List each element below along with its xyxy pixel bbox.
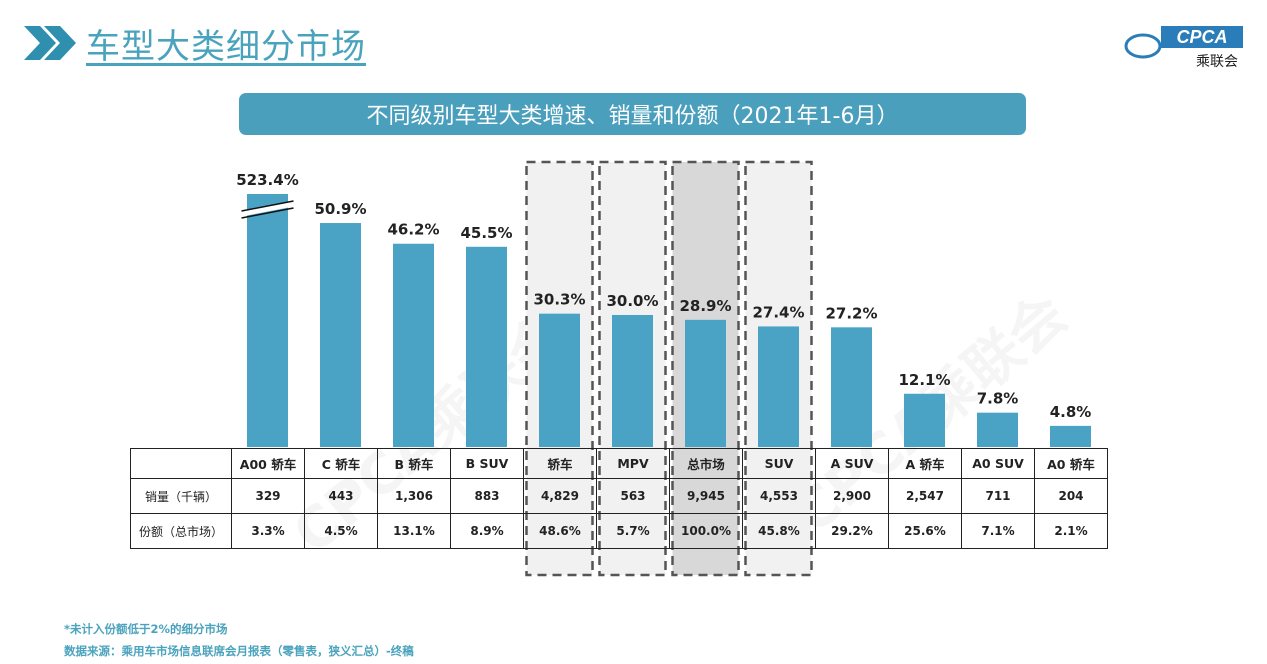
share-cell: 8.9% <box>450 513 524 549</box>
cpca-logo: CPCA 乘联会 <box>1123 20 1247 70</box>
share-cell: 100.0% <box>669 513 743 549</box>
share-cell: 4.5% <box>304 513 378 549</box>
column-header: A0 轿车 <box>1034 448 1108 479</box>
bar <box>977 412 1018 447</box>
data-label: 27.2% <box>825 304 877 322</box>
data-label: 30.0% <box>606 292 658 310</box>
logo-text: CPCA <box>1176 27 1227 47</box>
table-row-sales: 销量（千辆） 329 443 1,306 883 4,829 563 9,945 4,553 2… <box>130 478 1108 514</box>
data-table: A00 轿车 C 轿车 B 轿车 B SUV 轿车 MPV 总市场 SUV A SUV A 轿车 A… <box>130 448 1108 549</box>
sales-cell: 443 <box>304 478 378 514</box>
axis-break-mark <box>241 207 294 219</box>
bar <box>539 313 580 447</box>
bar <box>831 327 872 447</box>
column-header: B SUV <box>450 448 524 479</box>
share-cell: 3.3% <box>231 513 305 549</box>
data-label: 12.1% <box>898 371 950 389</box>
bar <box>466 246 507 447</box>
data-label: 30.3% <box>533 291 585 309</box>
sales-cell: 204 <box>1034 478 1108 514</box>
data-label: 7.8% <box>977 390 1019 408</box>
share-cell: 45.8% <box>742 513 816 549</box>
bar <box>758 326 799 447</box>
chart-title: 不同级别车型大类增速、销量和份额（2021年1-6月） <box>366 104 899 129</box>
column-header: A0 SUV <box>961 448 1035 479</box>
table-corner-cell <box>130 448 232 479</box>
data-source: 数据来源：乘用车市场信息联席会月报表（零售表，狭义汇总）-终稿 <box>64 644 414 658</box>
column-header: C 轿车 <box>304 448 378 479</box>
page-header: 车型大类细分市场 <box>22 18 366 68</box>
share-cell: 5.7% <box>596 513 670 549</box>
row-label-share: 份额（总市场） <box>130 513 232 549</box>
data-label: 28.9% <box>679 297 731 315</box>
share-cell: 48.6% <box>523 513 597 549</box>
sales-cell: 1,306 <box>377 478 451 514</box>
data-label: 523.4% <box>236 171 298 189</box>
table-row-share: 份额（总市场） 3.3% 4.5% 13.1% 8.9% 48.6% 5.7% 100.0%… <box>130 513 1108 549</box>
bar <box>1050 425 1091 447</box>
data-label: 45.5% <box>460 224 512 242</box>
logo-subtext: 乘联会 <box>1196 54 1238 70</box>
data-label: 46.2% <box>387 221 439 239</box>
share-cell: 7.1% <box>961 513 1035 549</box>
sales-cell: 4,553 <box>742 478 816 514</box>
column-header: A00 轿车 <box>231 448 305 479</box>
share-cell: 2.1% <box>1034 513 1108 549</box>
bar <box>685 319 726 447</box>
sales-cell: 711 <box>961 478 1035 514</box>
chart-title-bar: 不同级别车型大类增速、销量和份额（2021年1-6月） <box>239 93 1026 135</box>
share-cell: 25.6% <box>888 513 962 549</box>
bar <box>612 315 653 447</box>
column-header: B 轿车 <box>377 448 451 479</box>
sales-cell: 883 <box>450 478 524 514</box>
data-label: 50.9% <box>314 200 366 218</box>
share-cell: 13.1% <box>377 513 451 549</box>
row-label-sales: 销量（千辆） <box>130 478 232 514</box>
sales-cell: 4,829 <box>523 478 597 514</box>
axis-break-mark <box>241 200 294 212</box>
double-chevron-icon <box>24 26 76 60</box>
sales-cell: 9,945 <box>669 478 743 514</box>
column-header: SUV <box>742 448 816 479</box>
column-header: A 轿车 <box>888 448 962 479</box>
data-label: 27.4% <box>752 303 804 321</box>
column-header: MPV <box>596 448 670 479</box>
sales-cell: 2,547 <box>888 478 962 514</box>
share-cell: 29.2% <box>815 513 889 549</box>
sales-cell: 2,900 <box>815 478 889 514</box>
table-header-row: A00 轿车 C 轿车 B 轿车 B SUV 轿车 MPV 总市场 SUV A SUV A 轿车 A… <box>130 448 1108 479</box>
bar <box>393 243 434 447</box>
sales-cell: 563 <box>596 478 670 514</box>
bar <box>320 223 361 447</box>
sales-cell: 329 <box>231 478 305 514</box>
footnote: *未计入份额低于2%的细分市场 <box>64 622 228 636</box>
data-label: 4.8% <box>1050 403 1092 421</box>
bar <box>247 194 288 447</box>
bar <box>904 393 945 447</box>
column-header: 轿车 <box>523 448 597 479</box>
column-header: A SUV <box>815 448 889 479</box>
axis-break-mark <box>241 201 294 217</box>
page-title: 车型大类细分市场 <box>86 26 366 67</box>
column-header: 总市场 <box>669 448 743 479</box>
